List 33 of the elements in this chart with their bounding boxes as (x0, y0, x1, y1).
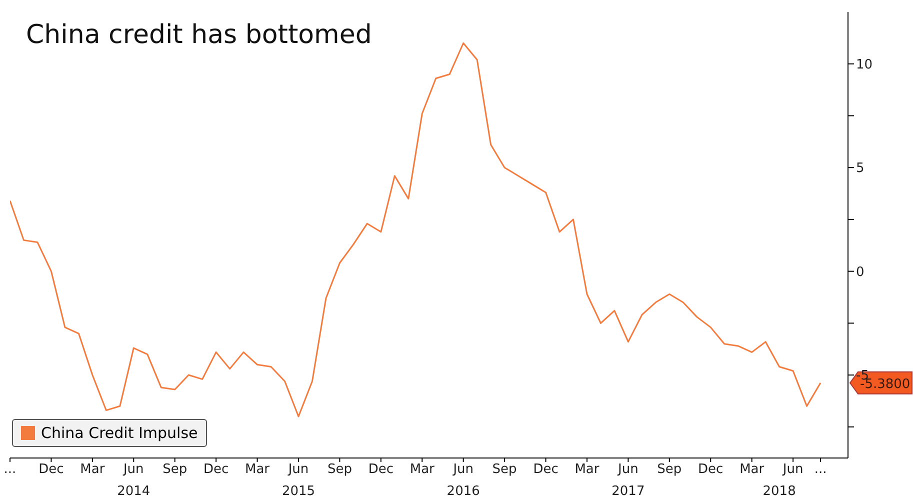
chart-title: China credit has bottomed (26, 20, 372, 50)
x-tick-label: Mar (410, 462, 436, 478)
x2-tick-label: 2018 (762, 484, 796, 500)
x-tick-label: Sep (657, 462, 682, 478)
text: -5.3800 (860, 376, 910, 392)
x-tick-label: Dec (203, 462, 229, 478)
y-tick-label: 0 (856, 264, 864, 280)
y-tick-label: 10 (856, 57, 873, 72)
x-tick-label: Sep (492, 462, 517, 478)
x-tick-label: Dec (533, 462, 558, 478)
x-tick-label: Mar (574, 462, 600, 478)
x-tick-label: Jun (122, 462, 144, 478)
line-series (10, 42, 822, 418)
x-tick-label: ... (814, 462, 827, 478)
x-tick-label: Jun (287, 462, 309, 478)
x2-tick-label: 2014 (117, 484, 150, 500)
legend-label: China Credit Impulse (41, 424, 198, 442)
x2-tick-label: 2017 (612, 484, 645, 500)
x-tick-label: Jun (617, 462, 638, 478)
x-tick-label: Dec (368, 462, 394, 478)
x2-tick-label: 2016 (446, 484, 480, 500)
x2-tick-label: 2015 (282, 484, 316, 500)
x-tick-label: Sep (327, 462, 352, 478)
x-tick-label: Mar (740, 462, 765, 478)
x-tick-label: Mar (245, 462, 270, 478)
y-tick-label: 5 (856, 161, 864, 176)
x-tick-label: ... (4, 462, 16, 478)
x-tick-label: Jun (782, 462, 804, 478)
x-tick-label: Mar (80, 462, 106, 478)
x-tick-label: Dec (38, 462, 64, 478)
x-tick-label: Jun (452, 462, 474, 478)
x-tick-label: Dec (698, 462, 724, 478)
x-tick-label: Sep (162, 462, 188, 478)
